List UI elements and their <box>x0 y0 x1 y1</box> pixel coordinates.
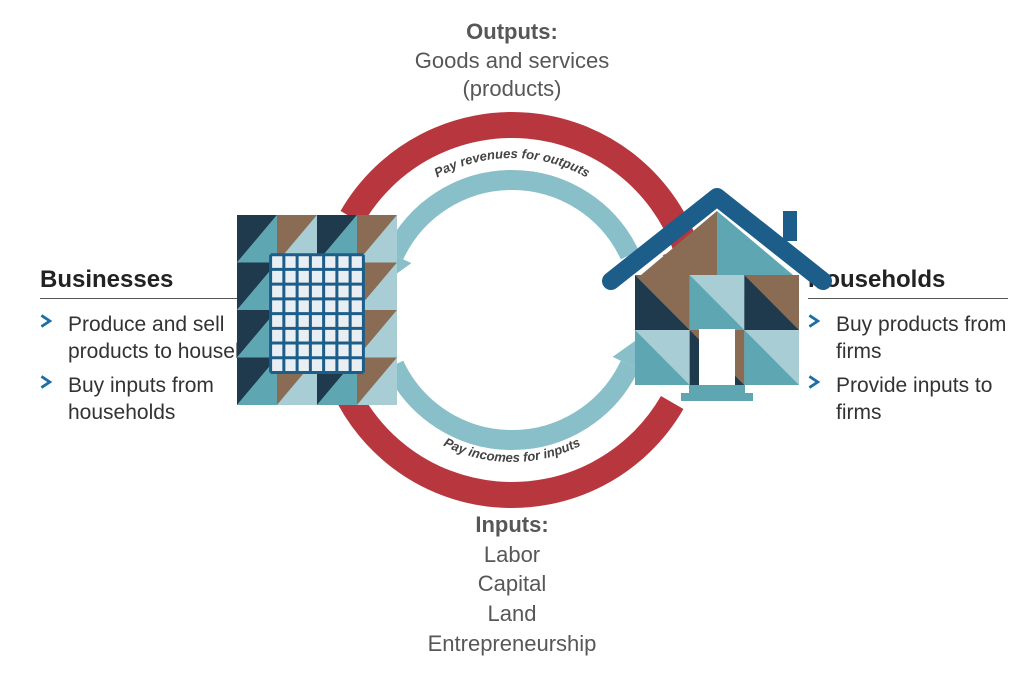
icons-layer <box>237 197 823 405</box>
diagram-canvas: Outputs: Goods and services (products) I… <box>0 0 1024 683</box>
building-icon <box>237 215 397 405</box>
flow-diagram-svg: Pay revenues for outputsPay incomes for … <box>0 0 1024 683</box>
house-icon <box>611 197 823 401</box>
